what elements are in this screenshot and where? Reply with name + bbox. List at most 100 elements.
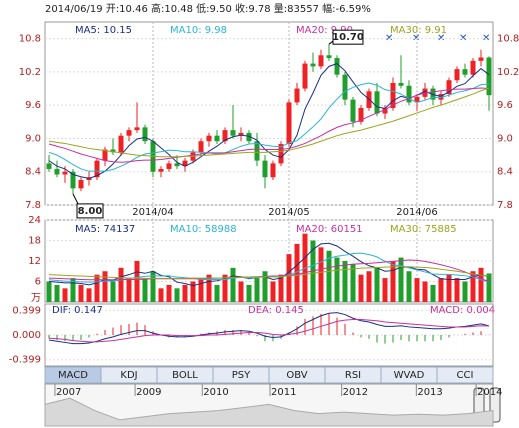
candle-body — [62, 171, 68, 175]
volume-bar — [62, 288, 68, 302]
ma-legend: MA20: 9.90 — [296, 25, 353, 36]
overview-area — [44, 397, 494, 427]
volume-bar — [350, 264, 356, 302]
volume-bar — [278, 274, 284, 302]
macd-legend: DEA: 0.145 — [248, 305, 304, 316]
overview-year: 2007 — [56, 387, 81, 398]
candle-body — [342, 74, 348, 100]
volume-ma-legend: MA10: 58988 — [170, 224, 237, 235]
candle-body — [182, 160, 188, 167]
candle-body — [286, 102, 292, 144]
volume-bar — [214, 284, 220, 302]
y-tick-label: 9.0 — [25, 133, 41, 144]
svg-text:✕: ✕ — [459, 33, 467, 44]
tab-label[interactable]: MACD — [58, 370, 88, 381]
tab-label[interactable]: PSY — [232, 370, 251, 381]
overview-year: 2011 — [271, 387, 296, 398]
volume-bar — [446, 274, 452, 302]
candle-body — [78, 180, 84, 189]
volume-bar — [70, 278, 76, 302]
y-tick-label: 8.4 — [497, 167, 513, 178]
candle-body — [118, 135, 124, 153]
volume-bar — [110, 281, 116, 302]
candle-body — [166, 163, 172, 169]
tab-label[interactable]: OBV — [286, 370, 307, 381]
high-box — [332, 29, 364, 45]
y-tick-label: 8.4 — [25, 167, 41, 178]
volume-bar — [390, 261, 396, 302]
candle-body — [398, 83, 404, 86]
candle-body — [446, 80, 452, 95]
volume-bar — [374, 267, 380, 302]
volume-bar — [102, 271, 108, 302]
y-tick-label: 7.8 — [25, 200, 41, 211]
candle-body — [326, 55, 332, 59]
tab[interactable] — [436, 366, 494, 384]
overview-year: 2010 — [203, 387, 228, 398]
y-tick-label: 10.8 — [497, 34, 519, 45]
candle-body — [70, 171, 76, 189]
candle-body — [230, 130, 236, 136]
low-box — [76, 203, 104, 219]
volume-bar — [206, 274, 212, 302]
volume-bar — [262, 271, 268, 302]
tab-label[interactable]: BOLL — [172, 370, 198, 381]
volume-bar — [182, 284, 188, 302]
candle-body — [390, 83, 396, 108]
volume-bar — [326, 250, 332, 302]
volume-bar — [238, 281, 244, 302]
y-tick-label: 9.6 — [497, 100, 513, 111]
candle-body — [478, 57, 484, 61]
volume-bar — [142, 278, 148, 302]
candle-body — [382, 107, 388, 114]
volume-bar — [246, 284, 252, 302]
macd-legend: MACD: 0.004 — [430, 305, 495, 316]
volume-ma-legend: MA30: 75885 — [390, 224, 457, 235]
y-tick-label: 9.0 — [497, 133, 513, 144]
ma-line — [48, 82, 490, 172]
volume-bar — [486, 273, 492, 302]
overview-year: 2013 — [417, 387, 442, 398]
candle-body — [486, 57, 492, 96]
ma-line — [48, 87, 490, 163]
volume-bar — [286, 254, 292, 302]
candle-body — [222, 130, 228, 142]
candle-body — [262, 160, 268, 178]
tab-label[interactable]: CCI — [457, 370, 474, 381]
candle-body — [158, 168, 164, 172]
volume-bar — [478, 267, 484, 302]
macd-line — [48, 312, 490, 345]
candle-body — [462, 69, 468, 75]
x-tick-label: 2014/04 — [132, 207, 174, 218]
candle-body — [214, 135, 220, 142]
volume-bar — [422, 281, 428, 302]
volume-bar — [174, 288, 180, 302]
high-label: 10.70 — [332, 32, 364, 43]
candle-body — [414, 96, 420, 103]
y-tick-label: 7.8 — [497, 200, 513, 211]
candle-body — [310, 63, 316, 67]
tab-label[interactable]: WVAD — [394, 370, 425, 381]
candle-body — [126, 130, 132, 136]
volume-ma-legend: MA20: 60151 — [296, 224, 363, 235]
volume-bar — [438, 278, 444, 302]
candle-body — [246, 132, 252, 142]
candle-body — [46, 163, 52, 169]
y-tick-label: 18 — [28, 236, 41, 247]
candle-body — [374, 91, 380, 114]
tab-label[interactable]: RSI — [345, 370, 361, 381]
volume-bar — [54, 284, 60, 302]
candle-body — [102, 149, 108, 161]
volume-bar — [254, 278, 260, 302]
volume-ma-line — [48, 259, 490, 282]
tab-label[interactable]: KDJ — [120, 370, 137, 381]
volume-bar — [94, 274, 100, 302]
y-tick-label: 10.2 — [19, 67, 41, 78]
candle-body — [198, 141, 204, 153]
overview-year: 2009 — [136, 387, 161, 398]
volume-bar — [294, 243, 300, 302]
volume-bar — [334, 257, 340, 302]
price-panel — [44, 21, 494, 206]
volume-bar — [78, 284, 84, 302]
candle-body — [318, 55, 324, 67]
